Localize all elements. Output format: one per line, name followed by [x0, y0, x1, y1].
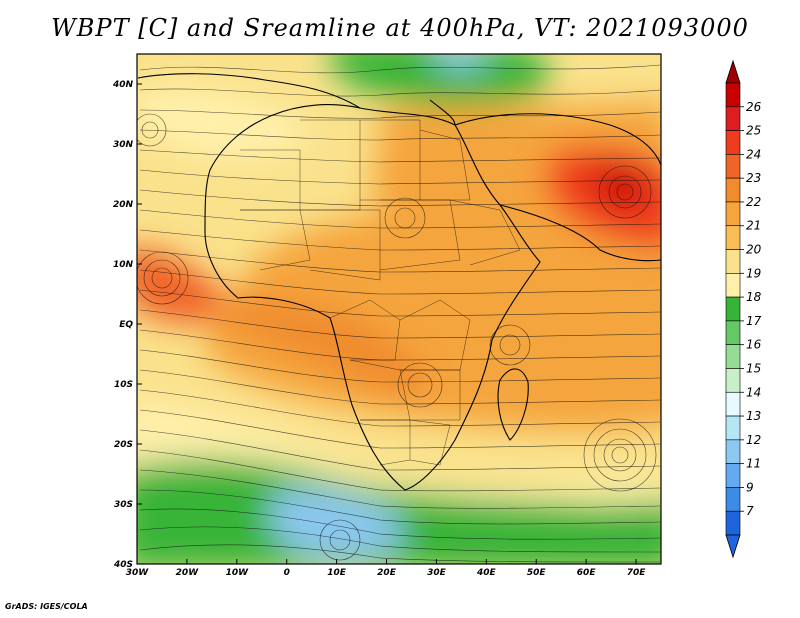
colorbar-swatch: [725, 154, 741, 179]
lon-tick-label: 10W: [226, 568, 250, 578]
colorbar-label: 19: [746, 266, 761, 280]
lat-tick-label: EQ: [119, 320, 133, 330]
colorbar-swatch: [725, 391, 741, 417]
map-frame: [136, 53, 662, 565]
colorbar-swatch: [725, 510, 741, 536]
colorbar-label: 16: [746, 338, 762, 352]
lat-tick-label: 30N: [113, 140, 134, 150]
coastlines: [137, 73, 661, 491]
country-borders: [240, 119, 521, 466]
colorbar-swatch: [725, 463, 741, 488]
streamlines: [137, 64, 661, 563]
colorbar-label: 18: [746, 290, 762, 304]
colorbar-label: 13: [746, 409, 761, 423]
colorbar-label: 9: [746, 480, 754, 494]
colorbar-swatch: [725, 368, 741, 393]
lon-tick-label: 30W: [126, 568, 150, 578]
colorbar-swatch: [725, 344, 741, 369]
colorbar-label: 17: [746, 314, 762, 328]
colorbar-label: 7: [746, 504, 754, 518]
colorbar-swatch: [725, 130, 741, 155]
colorbar-swatch: [725, 439, 741, 464]
colorbar-label: 20: [746, 243, 762, 257]
colorbar-top-arrow: [725, 59, 741, 84]
lon-tick-label: 40E: [476, 568, 497, 578]
colorbar-swatch: [725, 296, 741, 322]
page-title: WBPT [C] and Sreamline at 400hPa, VT: 20…: [51, 14, 749, 42]
colorbar-label: 26: [746, 100, 762, 114]
lat-tick-label: 20S: [114, 440, 133, 450]
wbpt-shading: [137, 54, 661, 564]
lat-tick-label: 10S: [114, 380, 133, 390]
colorbar-label: 12: [746, 433, 761, 447]
colorbar-label: 21: [746, 219, 761, 233]
lon-tick-label: 20W: [176, 568, 200, 578]
colorbar: 26 25 24 23 22 21 20 19 18 17 16 15 14 13 12 11 9 7: [725, 59, 762, 559]
lon-tick-label: 20E: [377, 568, 397, 578]
credit-text: GrADS: IGES/COLA: [5, 602, 88, 611]
colorbar-swatch: [725, 487, 741, 512]
colorbar-swatch: [725, 249, 741, 274]
lon-tick-label: 30E: [427, 568, 447, 578]
lon-tick-label: 70E: [627, 568, 647, 578]
colorbar-swatch: [725, 225, 741, 250]
colorbar-swatch: [725, 201, 741, 227]
lon-tick-label: 50E: [527, 568, 547, 578]
lat-tick-label: 40S: [113, 560, 133, 570]
colorbar-swatch: [725, 320, 741, 345]
colorbar-bottom-arrow: [725, 534, 741, 559]
colorbar-label: 25: [746, 124, 761, 138]
lon-tick-label: 0: [284, 568, 290, 578]
colorbar-swatch: [725, 177, 741, 203]
colorbar-label: 23: [746, 171, 761, 185]
map-panel: [137, 54, 661, 564]
lat-tick-label: 20N: [113, 200, 134, 210]
colorbar-swatch: [725, 106, 741, 131]
lat-tick-label: 30S: [114, 500, 133, 510]
colorbar-label: 11: [746, 457, 761, 471]
colorbar-label: 15: [746, 361, 761, 375]
colorbar-label: 14: [746, 385, 761, 399]
colorbar-swatch: [725, 273, 741, 298]
colorbar-label: 24: [746, 147, 761, 161]
colorbar-label: 22: [746, 195, 761, 209]
colorbar-swatch: [725, 415, 741, 441]
latitude-axis: 40N 30N 20N 10N EQ 10S 20S 30S 40S: [112, 80, 142, 570]
lat-tick-label: 10N: [113, 260, 134, 270]
colorbar-swatch: [725, 82, 741, 108]
longitude-axis: 30W 20W 10W 0 10E 20E 30E 40E 50E 60E 70E: [126, 559, 646, 578]
lon-tick-label: 10E: [327, 568, 347, 578]
lon-tick-label: 60E: [577, 568, 597, 578]
lat-tick-label: 40N: [112, 80, 134, 90]
